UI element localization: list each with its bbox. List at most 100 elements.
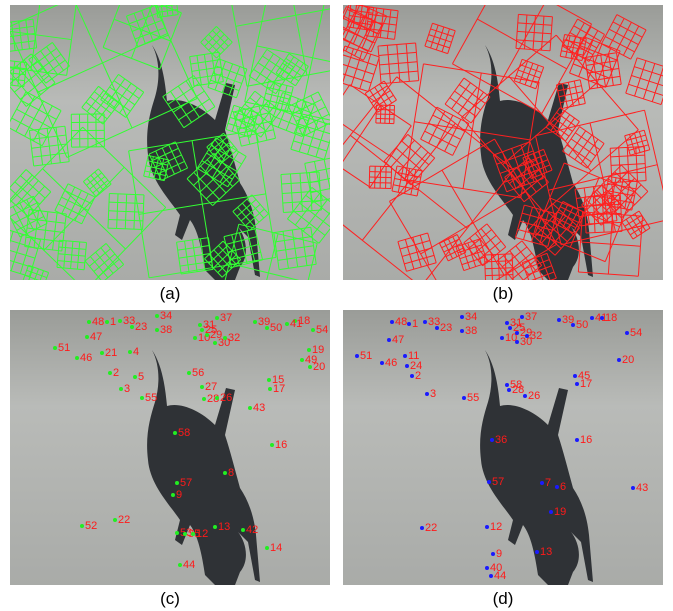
keypoint <box>387 338 391 342</box>
keypoint-label: 17 <box>580 378 592 390</box>
keypoint-label: 58 <box>178 427 190 439</box>
keypoint <box>535 550 539 554</box>
keypoint <box>85 335 89 339</box>
keypoint-label: 37 <box>220 312 232 324</box>
keypoint <box>270 443 274 447</box>
keypoint-label: 37 <box>525 311 537 323</box>
keypoint <box>119 387 123 391</box>
keypoint <box>155 328 159 332</box>
panel-b: (b) <box>304 0 673 306</box>
keypoint-label: 43 <box>636 482 648 494</box>
keypoint <box>108 371 112 375</box>
keypoint-label: 50 <box>576 319 588 331</box>
keypoint-label: 32 <box>228 332 240 344</box>
keypoint <box>265 546 269 550</box>
keypoint <box>183 532 187 536</box>
grid-line <box>376 123 394 124</box>
keypoint-label: 20 <box>622 354 634 366</box>
keypoint <box>140 396 144 400</box>
keypoint <box>405 364 409 368</box>
keypoint <box>171 493 175 497</box>
keypoint <box>130 325 134 329</box>
keypoint-label: 38 <box>465 325 477 337</box>
keypoint-label: 22 <box>425 522 437 534</box>
grid-line <box>486 282 514 283</box>
keypoint <box>205 333 209 337</box>
keypoint-label: 47 <box>392 334 404 346</box>
keypoint <box>491 552 495 556</box>
keypoint-label: 34 <box>160 310 172 322</box>
keypoint-label: 48 <box>395 316 407 328</box>
keypoint <box>191 532 195 536</box>
keypoint <box>198 323 202 327</box>
keypoint-label: 47 <box>90 331 102 343</box>
keypoint-label: 2 <box>415 370 421 382</box>
keypoint <box>410 374 414 378</box>
keypoint <box>267 378 271 382</box>
keypoint <box>462 396 466 400</box>
keypoint <box>223 471 227 475</box>
keypoint-label: 32 <box>530 330 542 342</box>
keypoint <box>175 481 179 485</box>
caption: (a) <box>160 284 181 303</box>
keypoint-label: 2 <box>113 367 119 379</box>
keypoint <box>202 397 206 401</box>
keypoint <box>489 574 493 578</box>
keypoint <box>485 525 489 529</box>
keypoint <box>403 354 407 358</box>
keypoint-label: 1 <box>412 318 418 330</box>
keypoint <box>285 322 289 326</box>
keypoint <box>80 524 84 528</box>
keypoint-label: 23 <box>135 321 147 333</box>
keypoint <box>213 525 217 529</box>
keypoint-label: 46 <box>80 352 92 364</box>
keypoint <box>75 356 79 360</box>
grid-line <box>0 0 5 66</box>
keypoint <box>178 563 182 567</box>
keypoint <box>631 486 635 490</box>
keypoint-label: 55 <box>145 392 157 404</box>
keypoint-label: 3 <box>124 383 130 395</box>
keypoint <box>490 438 494 442</box>
keypoint <box>555 485 559 489</box>
keypoint <box>173 431 177 435</box>
keypoint-label: 16 <box>580 434 592 446</box>
keypoint-label: 26 <box>528 390 540 402</box>
keypoint-label: 36 <box>495 434 507 446</box>
panel-a: (a) <box>0 0 381 322</box>
grid-line <box>391 167 392 189</box>
keypoint-label: 43 <box>253 402 265 414</box>
keypoint <box>549 510 553 514</box>
keypoint <box>265 326 269 330</box>
keypoint <box>390 320 394 324</box>
keypoint-label: 34 <box>465 311 477 323</box>
keypoint-label: 9 <box>176 489 182 501</box>
keypoint-label: 13 <box>218 521 230 533</box>
keypoint-label: 12 <box>196 528 208 540</box>
keypoint <box>575 382 579 386</box>
keypoint-label: 51 <box>58 342 70 354</box>
keypoint <box>540 481 544 485</box>
keypoint-label: 1 <box>110 316 116 328</box>
keypoint <box>105 320 109 324</box>
keypoint-label: 54 <box>630 327 642 339</box>
keypoint <box>505 321 509 325</box>
caption: (d) <box>493 589 514 608</box>
keypoint <box>113 518 117 522</box>
keypoint <box>128 350 132 354</box>
keypoint <box>500 336 504 340</box>
keypoint <box>241 528 245 532</box>
keypoint <box>485 566 489 570</box>
keypoint-label: 44 <box>494 570 506 582</box>
grid-line <box>21 285 41 292</box>
grid-line <box>369 188 391 189</box>
keypoint <box>420 526 424 530</box>
grid-line <box>380 166 381 188</box>
keypoint <box>53 346 57 350</box>
grid-line <box>4 23 8 52</box>
keypoint <box>215 316 219 320</box>
keypoint <box>380 361 384 365</box>
keypoint-label: 38 <box>160 324 172 336</box>
keypoint-label: 54 <box>316 324 328 336</box>
keypoint-label: 21 <box>105 347 117 359</box>
